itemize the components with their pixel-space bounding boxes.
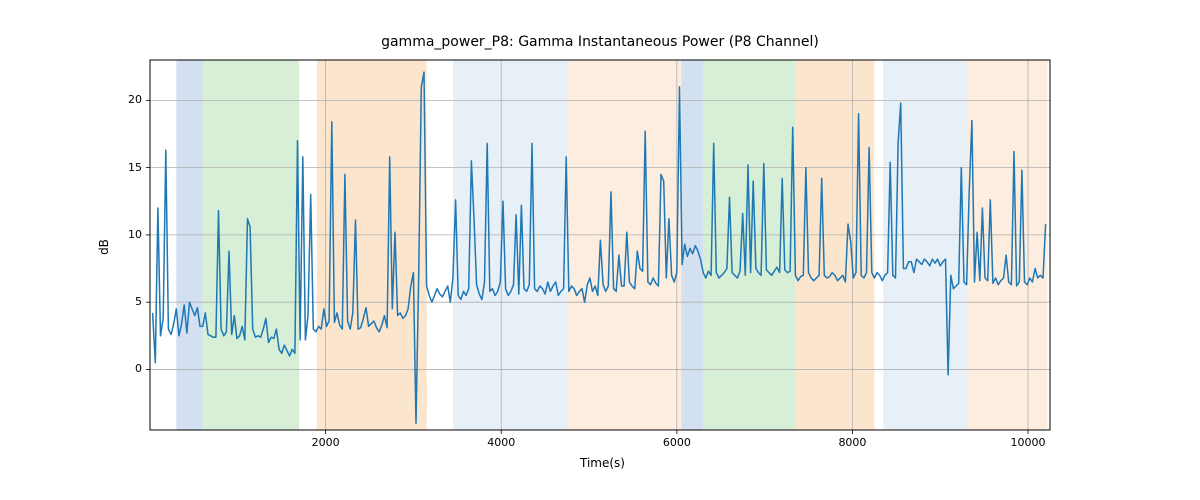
y-tick-label: 20 <box>110 93 142 106</box>
x-tick-label: 10000 <box>1010 436 1046 449</box>
x-tick-label: 8000 <box>834 436 870 449</box>
y-tick-label: 15 <box>110 161 142 174</box>
y-tick-label: 10 <box>110 228 142 241</box>
x-axis-label: Time(s) <box>580 456 625 470</box>
y-tick-label: 5 <box>110 295 142 308</box>
y-tick-label: 0 <box>110 362 142 375</box>
chart-container: gamma_power_P8: Gamma Instantaneous Powe… <box>0 0 1200 500</box>
plot-area <box>0 0 1200 500</box>
x-tick-label: 2000 <box>308 436 344 449</box>
y-axis-label: dB <box>97 239 111 255</box>
x-tick-label: 6000 <box>659 436 695 449</box>
x-tick-label: 4000 <box>483 436 519 449</box>
